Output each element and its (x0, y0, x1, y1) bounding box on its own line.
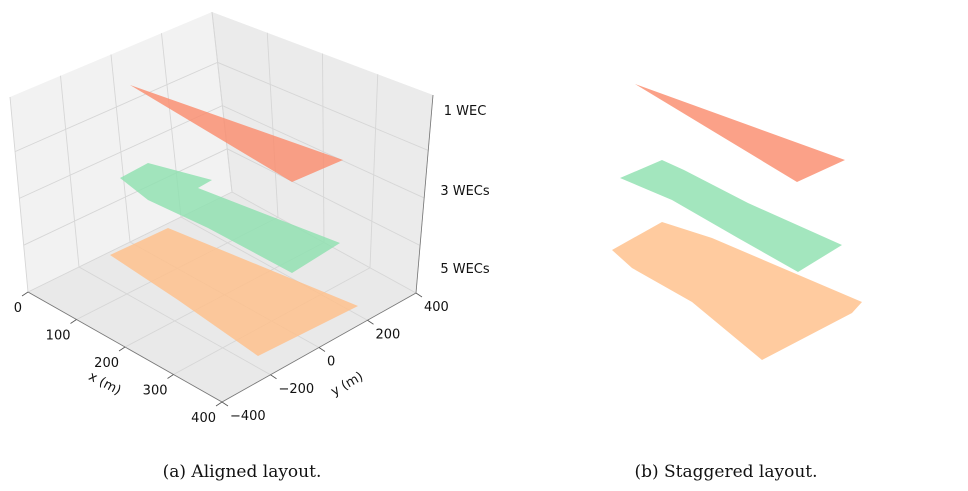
surface-1-wec (130, 85, 343, 182)
grid-line (266, 32, 279, 218)
z-level-label: 1 WEC (444, 104, 484, 119)
caption-aligned: (a) Aligned layout. (162, 462, 322, 482)
surface-5-wecs (110, 228, 358, 356)
y-tick-label: 0 (327, 355, 335, 370)
grid-line (14, 61, 429, 153)
surface-3-wecs (120, 163, 340, 273)
chart-aligned: 0 100 200 300 400 −400 −200 0 200 400 x (m) y (m) 1 … (9, 11, 484, 426)
x-tick-label: 200 (94, 356, 119, 371)
x-tick-mark (215, 401, 223, 407)
surface-3-wecs (620, 160, 842, 272)
y-tick-mark (415, 292, 423, 298)
y-tick-mark (270, 374, 277, 380)
caption-staggered: (b) Staggered layout. (634, 462, 818, 482)
chart-panel-aligned: 0 100 200 300 400 −400 −200 0 200 400 x (m) y (m) 1 … (9, 11, 484, 426)
y-tick-label: −200 (279, 382, 315, 397)
y-tick-label: −400 (230, 409, 266, 424)
x-tick-label: 300 (143, 384, 168, 399)
y-tick-mark (221, 401, 229, 407)
x-axis-label: x (m) (86, 369, 124, 399)
surface-5-wecs (612, 222, 862, 360)
grid-line (110, 54, 131, 243)
y-axis-label: y (m) (329, 369, 366, 399)
grid-line (211, 11, 233, 193)
grid-line (9, 96, 29, 293)
x-tick-label: 100 (46, 329, 71, 344)
x-tick-mark (118, 346, 126, 352)
grid-line (78, 266, 271, 376)
z-axis-line (415, 94, 434, 294)
grid-line (23, 148, 421, 246)
y-tick-label: 400 (424, 300, 449, 315)
y-tick-mark (318, 347, 326, 352)
x-tick-mark (70, 319, 77, 324)
grid-line (19, 105, 425, 199)
grid-line (369, 74, 379, 268)
grid-line (60, 75, 80, 268)
surface-1-wec (635, 84, 845, 182)
z-level-label: 1 WEC (484, 104, 486, 119)
x-tick-label: 0 (14, 301, 22, 316)
x-tick-label: 400 (191, 411, 216, 426)
y-tick-label: 200 (376, 327, 401, 342)
x-tick-mark (167, 374, 174, 379)
grid-line (322, 53, 325, 243)
y-tick-mark (367, 319, 374, 325)
x-tick-mark (21, 291, 29, 297)
